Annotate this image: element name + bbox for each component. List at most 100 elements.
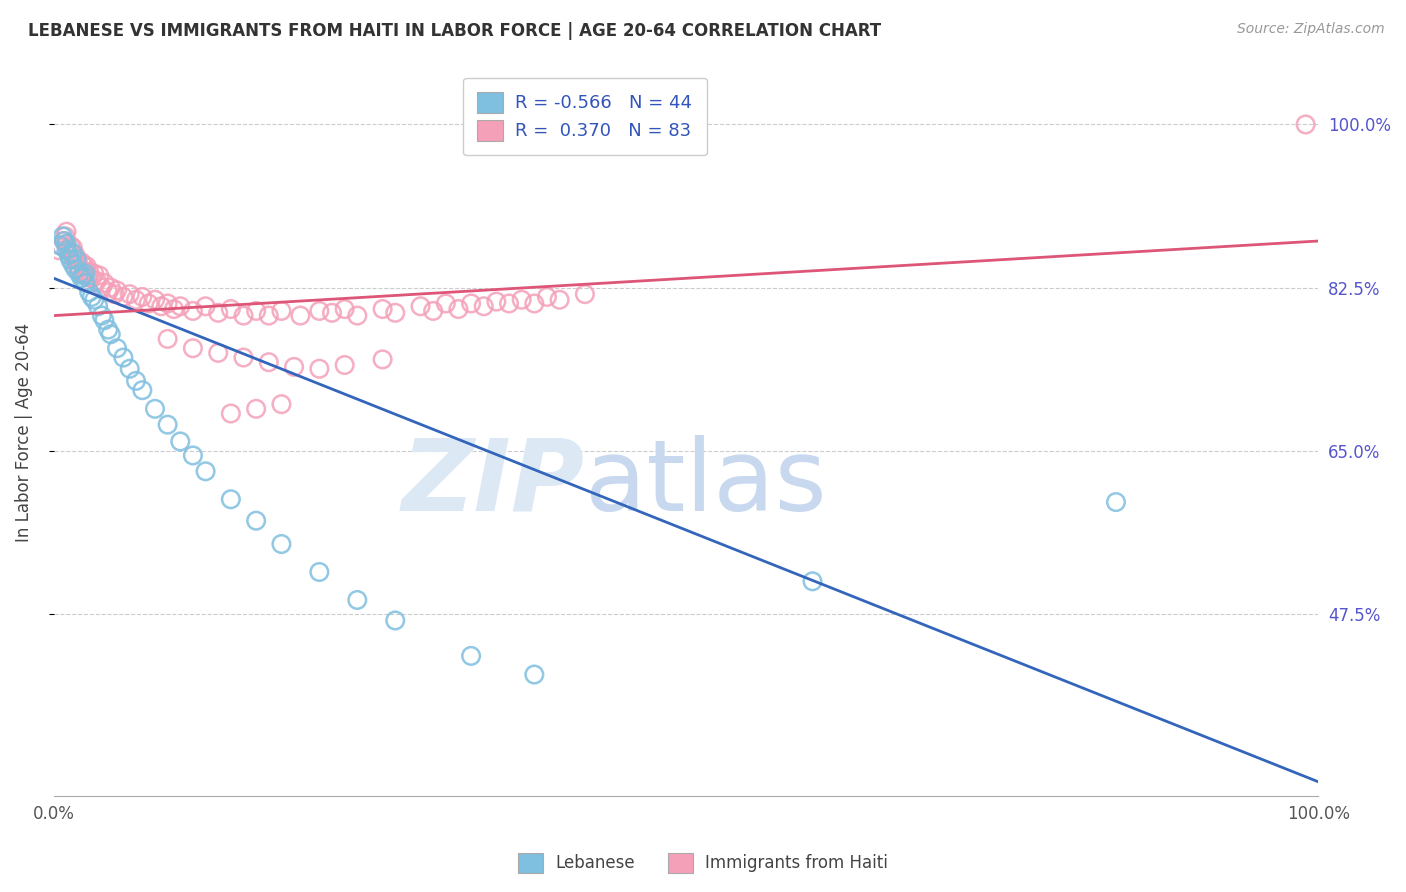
Point: [70, 271, 93, 285]
Point: [55, 236, 77, 251]
Point: [65, 257, 87, 271]
Point: [1105, 495, 1128, 509]
Point: [93, 313, 115, 327]
Point: [58, 248, 80, 262]
Point: [245, 304, 267, 318]
Point: [156, 417, 179, 432]
Point: [290, 309, 312, 323]
Point: [321, 306, 343, 320]
Point: [58, 244, 80, 258]
Text: LEBANESE VS IMMIGRANTS FROM HAITI IN LABOR FORCE | AGE 20-64 CORRELATION CHART: LEBANESE VS IMMIGRANTS FROM HAITI IN LAB…: [28, 22, 882, 40]
Point: [138, 296, 160, 310]
Point: [371, 352, 394, 367]
Point: [131, 383, 153, 397]
Point: [90, 309, 112, 323]
Point: [75, 265, 97, 279]
Point: [801, 574, 824, 589]
Point: [89, 268, 111, 283]
Point: [245, 401, 267, 416]
Point: [105, 341, 128, 355]
Point: [60, 246, 83, 260]
Point: [52, 234, 75, 248]
Point: [100, 280, 122, 294]
Point: [207, 346, 229, 360]
Point: [181, 341, 204, 355]
Point: [125, 293, 148, 307]
Point: [346, 309, 368, 323]
Point: [219, 492, 242, 507]
Point: [536, 290, 558, 304]
Point: [194, 299, 217, 313]
Point: [232, 351, 254, 365]
Point: [65, 262, 87, 277]
Point: [163, 301, 186, 316]
Point: [219, 301, 242, 316]
Point: [308, 565, 330, 579]
Point: [118, 361, 141, 376]
Point: [232, 309, 254, 323]
Point: [308, 361, 330, 376]
Point: [333, 358, 356, 372]
Point: [143, 293, 166, 307]
Point: [76, 259, 98, 273]
Point: [72, 267, 94, 281]
Point: [283, 359, 305, 374]
Point: [59, 252, 82, 267]
Point: [143, 401, 166, 416]
Point: [194, 464, 217, 478]
Point: [447, 301, 470, 316]
Point: [346, 593, 368, 607]
Legend: R = -0.566   N = 44, R =  0.370   N = 83: R = -0.566 N = 44, R = 0.370 N = 83: [463, 78, 707, 155]
Point: [181, 449, 204, 463]
Point: [75, 276, 97, 290]
Point: [65, 248, 87, 262]
Point: [77, 270, 100, 285]
Point: [55, 225, 77, 239]
Point: [169, 434, 191, 449]
Text: Source: ZipAtlas.com: Source: ZipAtlas.com: [1237, 22, 1385, 37]
Legend: Lebanese, Immigrants from Haiti: Lebanese, Immigrants from Haiti: [512, 847, 894, 880]
Point: [523, 667, 546, 681]
Point: [62, 241, 84, 255]
Point: [52, 229, 75, 244]
Point: [118, 287, 141, 301]
Point: [257, 309, 280, 323]
Point: [270, 397, 292, 411]
Point: [112, 290, 135, 304]
Point: [62, 257, 84, 271]
Point: [87, 299, 110, 313]
Point: [156, 332, 179, 346]
Point: [245, 514, 267, 528]
Point: [90, 280, 112, 294]
Point: [70, 255, 93, 269]
Point: [100, 327, 122, 342]
Point: [181, 304, 204, 318]
Point: [83, 267, 105, 281]
Text: ZIP: ZIP: [402, 434, 585, 532]
Point: [384, 306, 406, 320]
Point: [125, 374, 148, 388]
Point: [63, 252, 86, 267]
Point: [83, 293, 105, 307]
Point: [150, 299, 173, 313]
Point: [73, 259, 96, 273]
Point: [55, 244, 77, 258]
Y-axis label: In Labor Force | Age 20-64: In Labor Force | Age 20-64: [15, 323, 32, 541]
Point: [77, 285, 100, 300]
Point: [270, 537, 292, 551]
Point: [72, 268, 94, 283]
Point: [97, 322, 120, 336]
Point: [498, 296, 520, 310]
Point: [77, 265, 100, 279]
Point: [62, 246, 84, 260]
Point: [270, 304, 292, 318]
Point: [48, 244, 70, 258]
Point: [409, 299, 432, 313]
Point: [67, 262, 90, 277]
Point: [86, 274, 108, 288]
Point: [97, 285, 120, 300]
Point: [510, 293, 533, 307]
Point: [55, 236, 77, 251]
Point: [67, 267, 90, 281]
Point: [308, 304, 330, 318]
